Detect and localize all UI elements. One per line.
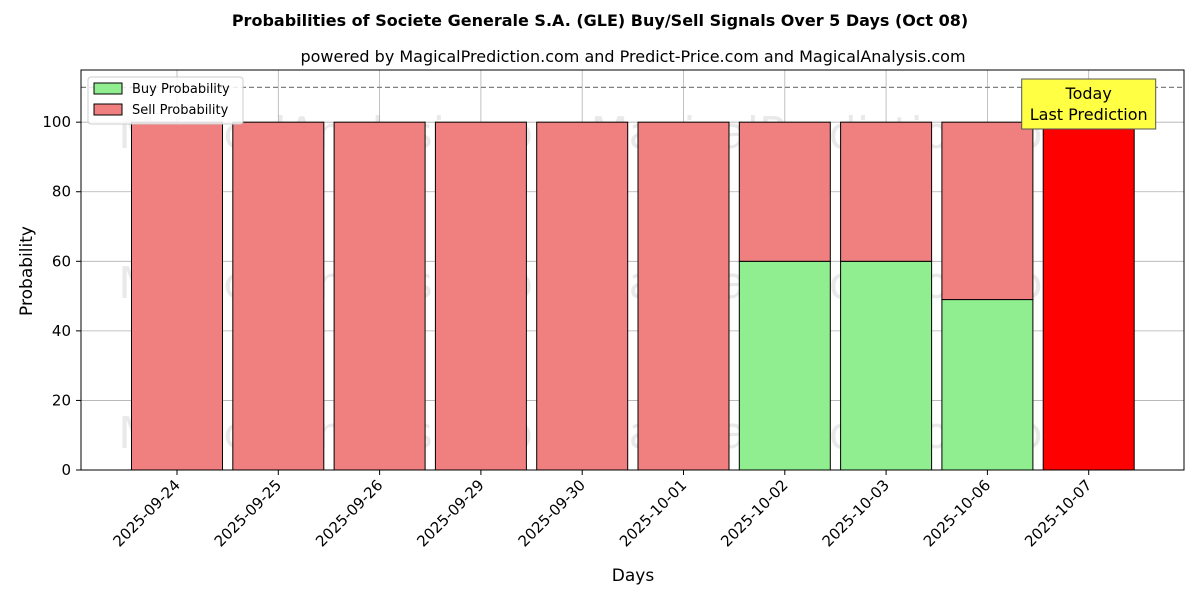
sell-bar [333,121,426,471]
annotation-text: Last Prediction [1030,105,1148,124]
sell-bar [536,121,629,471]
sell-bar [738,121,831,262]
x-tick-label: 2025-10-02 [717,476,791,550]
y-tick-label: 80 [52,183,71,201]
bars [131,121,1135,471]
sell-bar [131,121,223,471]
x-tick-label: 2025-09-25 [211,476,285,550]
today-annotation: Today Last Prediction [1021,78,1157,130]
x-tick-label: 2025-10-03 [819,476,893,550]
x-tick-label: 2025-09-29 [413,476,487,550]
x-tick-label: 2025-10-06 [920,476,994,550]
y-tick-label: 20 [52,391,71,409]
sell-bar [941,121,1034,301]
x-axis-label: Days [612,566,655,586]
y-tick-label: 60 [52,252,71,270]
sell-bar [232,121,325,471]
chart-subtitle: powered by MagicalPrediction.com and Pre… [300,47,965,66]
sell-bar [840,121,933,262]
legend-label: Sell Probability [132,103,229,118]
legend: Buy Probability Sell Probability [87,76,244,125]
annotation-text: Today [1065,84,1112,103]
x-tick-label: 2025-10-01 [616,476,690,550]
buy-bar [840,260,933,471]
x-tick-label: 2025-09-24 [109,476,183,550]
legend-box [87,76,244,125]
y-tick-label: 40 [52,322,71,340]
sell-bar [637,121,730,471]
legend-label: Buy Probability [132,82,230,97]
buy-bar [738,260,831,471]
y-tick-label: 100 [42,113,71,131]
legend-swatch [93,82,123,95]
plot-frame [80,69,1185,471]
annotation-box [1021,78,1157,130]
x-tick-label: 2025-09-26 [312,476,386,550]
x-tick-label: 2025-10-07 [1021,476,1095,550]
today-sell-bar [1042,121,1135,471]
x-tick-label: 2025-09-30 [515,476,589,550]
y-tick-label: 0 [61,461,71,479]
chart-title: Probabilities of Societe Generale S.A. (… [232,11,968,30]
legend-swatch [93,103,123,116]
sell-bar [434,121,527,471]
y-axis-label: Probability [17,226,37,316]
buy-bar [941,299,1034,471]
